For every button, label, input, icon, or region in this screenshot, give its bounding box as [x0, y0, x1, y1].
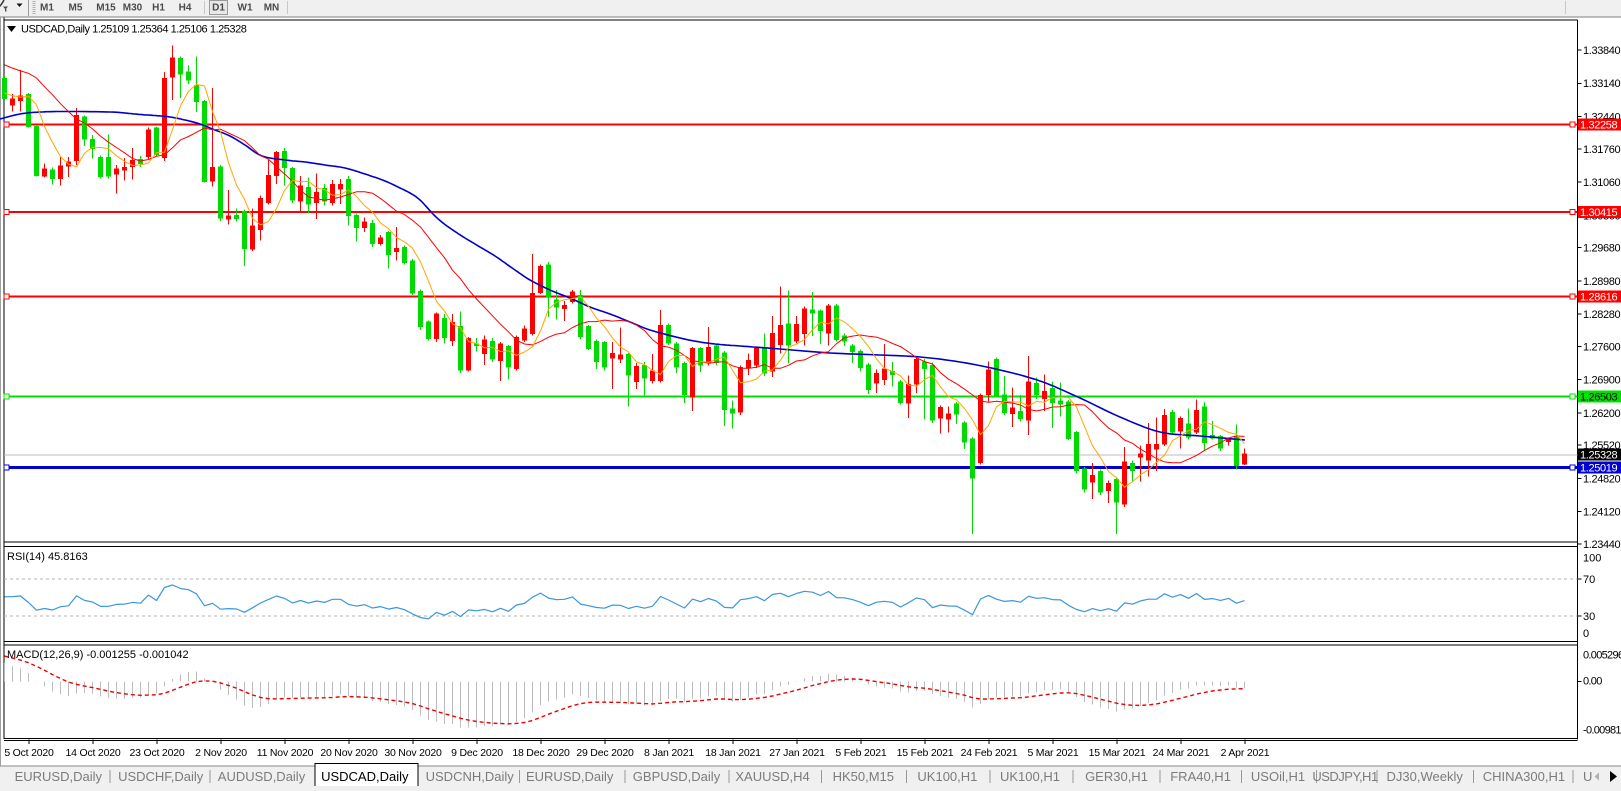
svg-text:MN: MN: [264, 3, 280, 14]
svg-text:1.30415: 1.30415: [1580, 207, 1618, 219]
svg-text:29 Dec 2020: 29 Dec 2020: [576, 747, 634, 759]
svg-text:1.28616: 1.28616: [1580, 291, 1618, 303]
svg-text:UK100,H1: UK100,H1: [917, 769, 977, 784]
svg-text:1.28980: 1.28980: [1583, 276, 1621, 288]
svg-text:CHINA300,H1: CHINA300,H1: [1483, 769, 1565, 784]
svg-text:USDCHF,Daily: USDCHF,Daily: [118, 769, 204, 784]
svg-text:2 Nov 2020: 2 Nov 2020: [195, 747, 247, 759]
svg-text:1.29680: 1.29680: [1583, 243, 1621, 255]
svg-text:M30: M30: [123, 3, 143, 14]
svg-text:1.23440: 1.23440: [1583, 539, 1621, 551]
svg-text:GBPUSD,Daily: GBPUSD,Daily: [633, 769, 721, 784]
svg-text:HK50,M15: HK50,M15: [833, 769, 894, 784]
svg-text:W1: W1: [238, 3, 253, 14]
svg-text:100: 100: [1583, 553, 1601, 565]
svg-text:USOil,H1: USOil,H1: [1251, 769, 1305, 784]
svg-text:1.24820: 1.24820: [1583, 473, 1621, 485]
svg-text:0: 0: [1583, 628, 1589, 640]
svg-text:2 Apr 2021: 2 Apr 2021: [1221, 747, 1270, 759]
svg-text:1.27600: 1.27600: [1583, 341, 1621, 353]
svg-text:0.00: 0.00: [1583, 675, 1602, 687]
svg-text:D1: D1: [212, 3, 225, 14]
svg-text:USDCAD,Daily: USDCAD,Daily: [321, 769, 409, 784]
svg-text:GER30,H1: GER30,H1: [1085, 769, 1148, 784]
svg-text:1.28280: 1.28280: [1583, 309, 1621, 321]
svg-text:AUDUSD,Daily: AUDUSD,Daily: [218, 769, 306, 784]
svg-text:EURUSD,Daily: EURUSD,Daily: [526, 769, 614, 784]
svg-text:18 Jan 2021: 18 Jan 2021: [705, 747, 761, 759]
svg-text:U: U: [1583, 769, 1592, 784]
svg-text:11 Nov 2020: 11 Nov 2020: [257, 747, 314, 759]
svg-text:H1: H1: [152, 3, 165, 14]
svg-text:30 Nov 2020: 30 Nov 2020: [384, 747, 442, 759]
svg-text:UK100,H1: UK100,H1: [1000, 769, 1060, 784]
svg-text:5 Mar 2021: 5 Mar 2021: [1027, 747, 1078, 759]
svg-text:1.25019: 1.25019: [1580, 463, 1618, 475]
svg-text:1.31060: 1.31060: [1583, 177, 1621, 189]
svg-text:24 Feb 2021: 24 Feb 2021: [961, 747, 1018, 759]
svg-text:DJ30,Weekly: DJ30,Weekly: [1387, 769, 1464, 784]
svg-text:15 Mar 2021: 15 Mar 2021: [1089, 747, 1146, 759]
svg-text:1.26900: 1.26900: [1583, 375, 1621, 387]
svg-text:27 Jan 2021: 27 Jan 2021: [769, 747, 825, 759]
svg-text:1.33140: 1.33140: [1583, 78, 1621, 90]
svg-text:23 Oct 2020: 23 Oct 2020: [129, 747, 184, 759]
svg-text:1.26200: 1.26200: [1583, 408, 1621, 420]
svg-text:USDCAD,Daily 1.25109 1.25364: USDCAD,Daily 1.25109 1.25364 1.25106 1.2…: [21, 24, 247, 36]
svg-text:USDJPY,H1: USDJPY,H1: [1312, 769, 1378, 784]
svg-text:5 Feb 2021: 5 Feb 2021: [835, 747, 886, 759]
svg-text:1.26503: 1.26503: [1580, 392, 1618, 404]
svg-text:24 Mar 2021: 24 Mar 2021: [1153, 747, 1210, 759]
svg-text:-0.009810: -0.009810: [1583, 724, 1621, 736]
svg-text:1.33840: 1.33840: [1583, 45, 1621, 57]
svg-text:5 Oct 2020: 5 Oct 2020: [4, 747, 54, 759]
svg-text:9 Dec 2020: 9 Dec 2020: [451, 747, 503, 759]
svg-text:M5: M5: [69, 3, 83, 14]
svg-text:8 Jan 2021: 8 Jan 2021: [644, 747, 694, 759]
svg-text:XAUUSD,H4: XAUUSD,H4: [735, 769, 809, 784]
svg-text:H4: H4: [179, 3, 192, 14]
svg-text:FRA40,H1: FRA40,H1: [1170, 769, 1231, 784]
svg-text:M1: M1: [40, 3, 54, 14]
svg-text:0.005296: 0.005296: [1583, 649, 1621, 661]
svg-text:1.24120: 1.24120: [1583, 507, 1621, 519]
svg-text:EURUSD,Daily: EURUSD,Daily: [15, 769, 103, 784]
svg-text:1.31760: 1.31760: [1583, 144, 1621, 156]
svg-text:M15: M15: [96, 3, 116, 14]
svg-text:MACD(12,26,9) -0.001255 -0.001: MACD(12,26,9) -0.001255 -0.001042: [7, 649, 189, 661]
svg-text:14 Oct 2020: 14 Oct 2020: [65, 747, 120, 759]
svg-text:15 Feb 2021: 15 Feb 2021: [897, 747, 954, 759]
svg-text:1.25328: 1.25328: [1580, 450, 1618, 462]
svg-text:20 Nov 2020: 20 Nov 2020: [320, 747, 378, 759]
svg-text:18 Dec 2020: 18 Dec 2020: [512, 747, 570, 759]
svg-text:RSI(14) 45.8163: RSI(14) 45.8163: [7, 551, 88, 563]
svg-text:1.32258: 1.32258: [1580, 119, 1618, 131]
svg-text:70: 70: [1583, 574, 1595, 586]
svg-text:30: 30: [1583, 611, 1595, 623]
svg-text:USDCNH,Daily: USDCNH,Daily: [426, 769, 515, 784]
